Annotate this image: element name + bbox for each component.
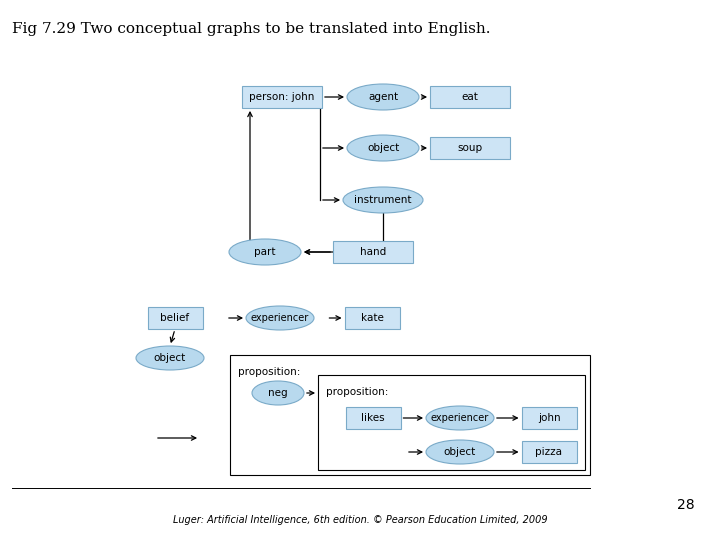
Ellipse shape <box>229 239 301 265</box>
Text: object: object <box>444 447 476 457</box>
Text: instrument: instrument <box>354 195 412 205</box>
Ellipse shape <box>252 381 304 405</box>
FancyBboxPatch shape <box>242 86 322 108</box>
Text: object: object <box>154 353 186 363</box>
Text: neg: neg <box>268 388 288 398</box>
Text: person: john: person: john <box>249 92 315 102</box>
FancyBboxPatch shape <box>521 441 577 463</box>
Text: likes: likes <box>361 413 384 423</box>
Text: belief: belief <box>161 313 189 323</box>
Ellipse shape <box>347 84 419 110</box>
Text: Luger: Artificial Intelligence, 6th edition. © Pearson Education Limited, 2009: Luger: Artificial Intelligence, 6th edit… <box>173 515 547 525</box>
Text: experiencer: experiencer <box>431 413 489 423</box>
FancyBboxPatch shape <box>148 307 202 329</box>
FancyBboxPatch shape <box>318 375 585 470</box>
Text: agent: agent <box>368 92 398 102</box>
Text: john: john <box>538 413 560 423</box>
Text: soup: soup <box>457 143 482 153</box>
FancyBboxPatch shape <box>521 407 577 429</box>
FancyBboxPatch shape <box>333 241 413 263</box>
Text: kate: kate <box>361 313 384 323</box>
FancyBboxPatch shape <box>230 355 590 475</box>
Ellipse shape <box>136 346 204 370</box>
Ellipse shape <box>426 440 494 464</box>
Text: pizza: pizza <box>536 447 562 457</box>
Text: object: object <box>367 143 399 153</box>
Text: Fig 7.29 Two conceptual graphs to be translated into English.: Fig 7.29 Two conceptual graphs to be tra… <box>12 22 490 36</box>
FancyBboxPatch shape <box>346 407 400 429</box>
Text: eat: eat <box>462 92 478 102</box>
Ellipse shape <box>347 135 419 161</box>
Ellipse shape <box>246 306 314 330</box>
FancyBboxPatch shape <box>344 307 400 329</box>
Ellipse shape <box>343 187 423 213</box>
Ellipse shape <box>426 406 494 430</box>
Text: proposition:: proposition: <box>238 367 300 377</box>
Text: hand: hand <box>360 247 386 257</box>
Text: part: part <box>254 247 276 257</box>
FancyBboxPatch shape <box>430 86 510 108</box>
FancyBboxPatch shape <box>430 137 510 159</box>
Text: experiencer: experiencer <box>251 313 309 323</box>
Text: proposition:: proposition: <box>326 387 388 397</box>
Text: 28: 28 <box>678 498 695 512</box>
